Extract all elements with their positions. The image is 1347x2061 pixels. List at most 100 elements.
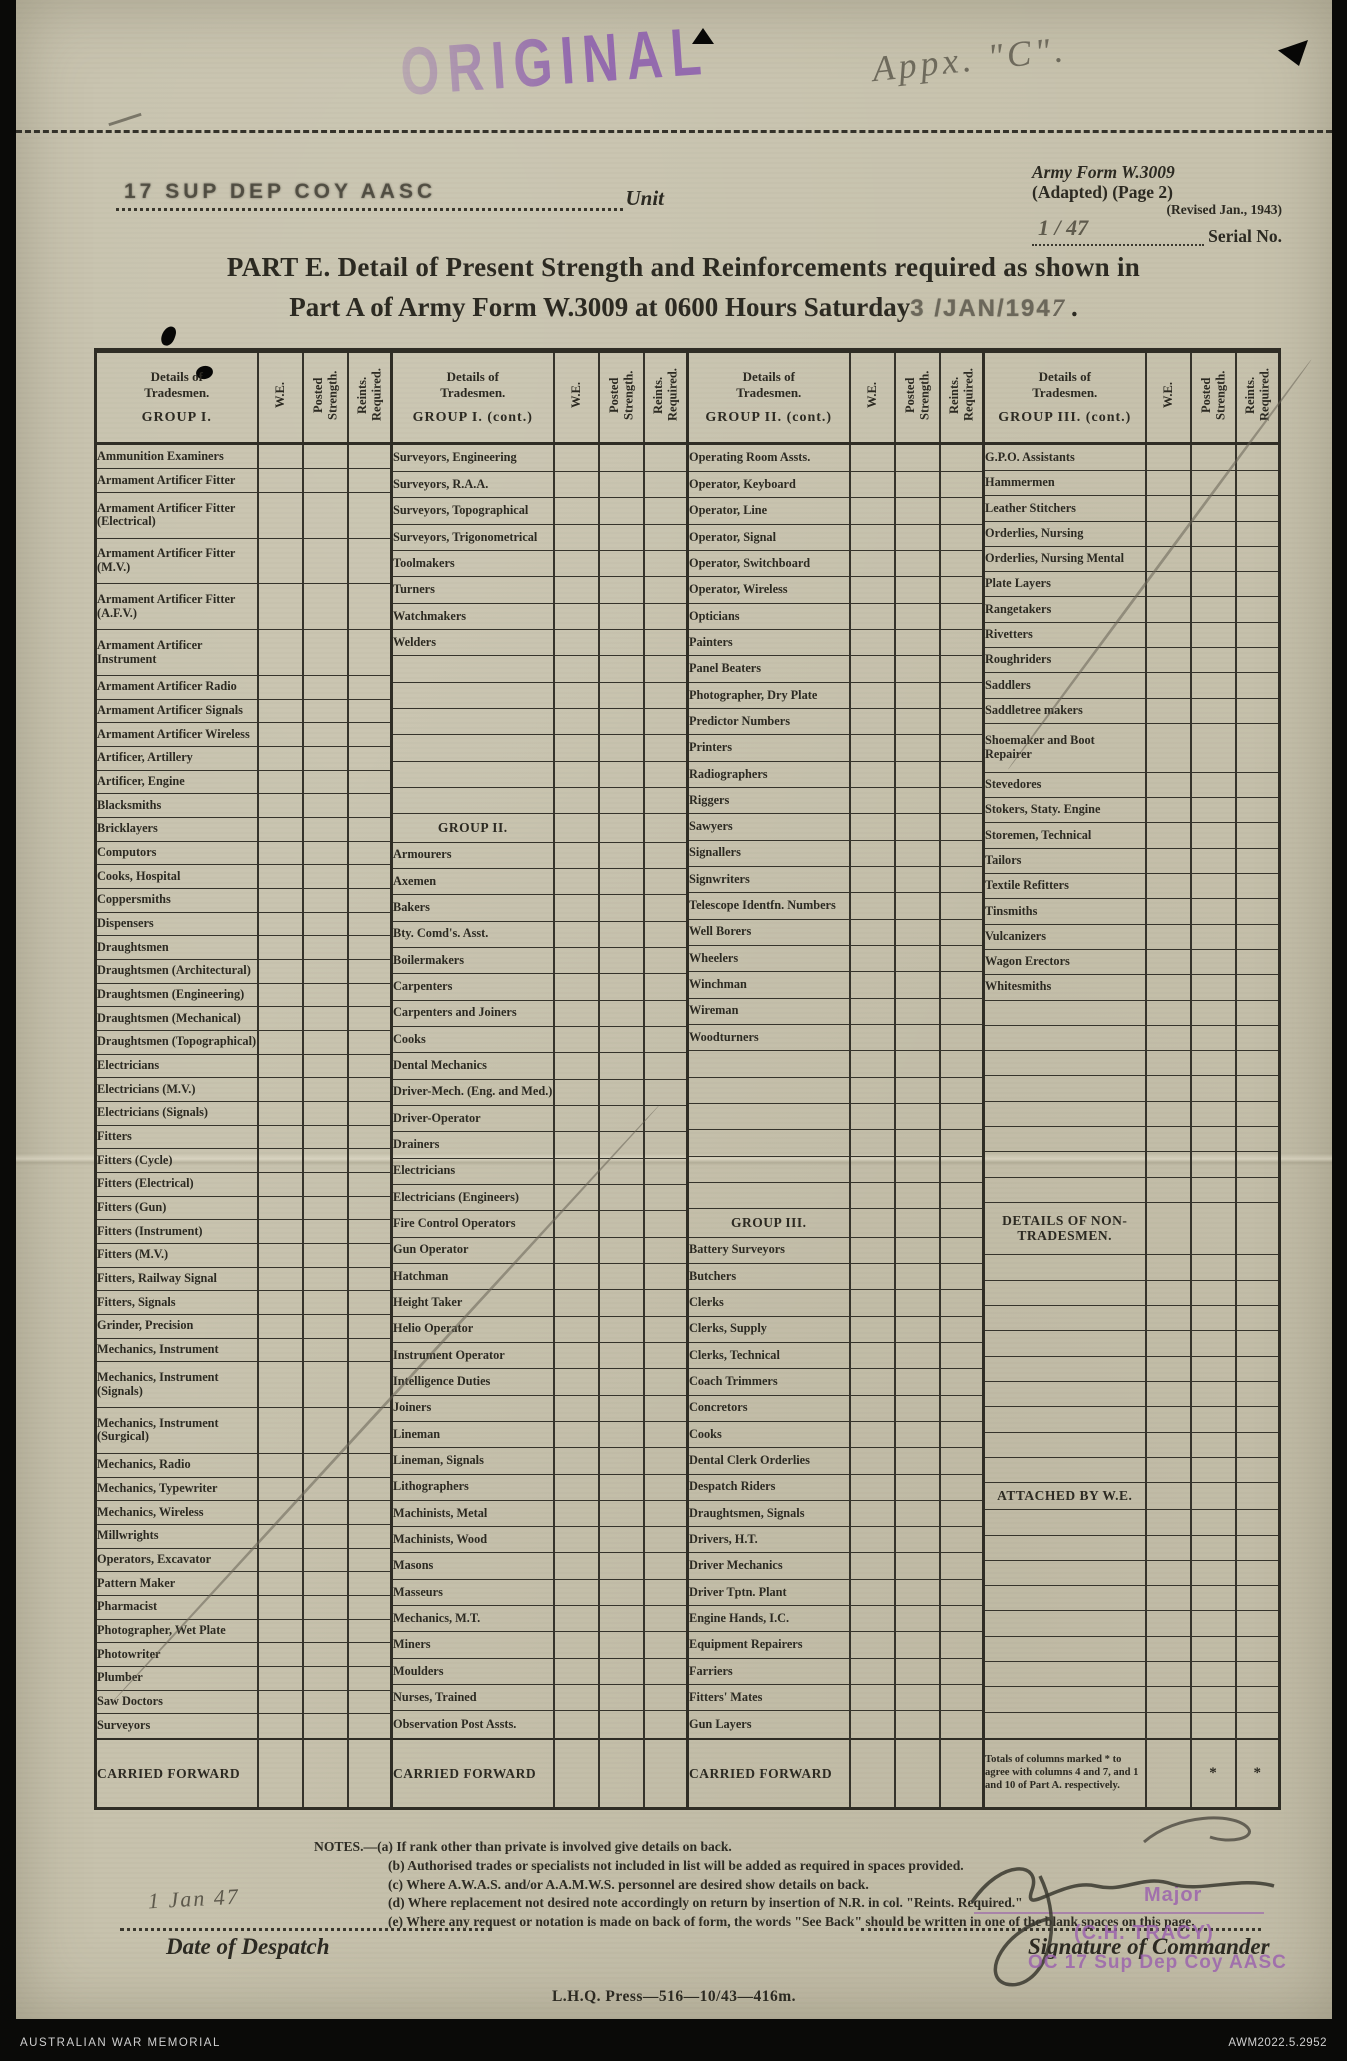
table-row: Cooks [686,1420,985,1449]
value-cell [642,1210,689,1238]
value-cell [346,745,393,771]
table-row: Orderlies, Nursing [982,520,1281,547]
value-cell [893,1236,941,1264]
table-row: Mechanics, Wireless [94,1500,393,1525]
value-cell [642,471,689,499]
value-cell [597,1341,645,1370]
trade-label: Butchers [686,1262,851,1291]
value-cell [1144,1330,1192,1357]
table-row: Miners [390,1631,689,1659]
value-cell [938,1050,985,1078]
carried-forward-label: CARRIED FORWARD [686,1737,851,1809]
value-cell [938,523,985,552]
table-row: Coppersmiths [94,887,393,913]
value-cell [642,1131,689,1159]
trade-label: Operator, Signal [686,523,851,552]
table-row: Helio Operator [390,1315,689,1343]
value-cell [893,1710,941,1739]
value-cell [1189,1661,1237,1688]
trade-label [390,760,555,789]
trade-label: Storemen, Technical [982,822,1147,849]
trade-label: Bty. Comd's. Asst. [390,920,555,948]
value-cell [346,1594,393,1620]
value-cell [642,442,689,473]
table-row: Draughtsmen (Mechanical) [94,1006,393,1031]
table-row: Fitters, Signals [94,1290,393,1316]
trade-label: Lineman [390,1420,555,1449]
carried-forward-label: CARRIED FORWARD [94,1737,259,1809]
table-row: Printers [686,734,985,762]
value-cell [848,1420,896,1449]
value-cell [1189,1125,1237,1153]
table-row: Draughtsmen, Signals [686,1499,985,1528]
value-cell [938,760,985,789]
value-cell [597,1315,645,1343]
value-cell [893,655,941,683]
trade-label: Lithographers [390,1473,555,1501]
trade-label: Textile Refitters [982,873,1147,900]
value-cell [1234,1686,1281,1713]
value-cell [1144,1509,1192,1536]
details-header-cell: Details of Tradesmen. GROUP I. [94,350,259,445]
value-cell [346,629,393,676]
value-cell [938,839,985,868]
value-cell [552,1368,600,1396]
value-cell [1144,1279,1192,1307]
value-cell [346,1171,393,1197]
trade-label: Cooks [686,1420,851,1449]
trade-label: Photographer, Wet Plate [94,1618,259,1644]
value-cell [848,1315,896,1343]
value-cell [893,971,941,999]
value-cell [597,1499,645,1528]
value-cell [256,840,304,866]
table-row: Electricians (Signals) [94,1100,393,1126]
value-cell [256,491,304,539]
table-row: Mechanics, Radio [94,1452,393,1478]
trade-label: Mechanics, Radio [94,1452,259,1478]
value-cell [1189,1406,1237,1433]
table-row: Toolmakers [390,550,689,578]
value-cell [301,864,349,889]
value-cell [642,523,689,552]
value-cell [1189,1330,1237,1357]
value-cell [552,787,600,815]
value-cell [301,982,349,1008]
blank-row [982,1125,1281,1153]
blank-row [982,1610,1281,1637]
value-cell [552,1552,600,1580]
trade-label [982,1380,1147,1408]
value-cell [642,867,689,896]
value-cell [893,523,941,552]
trade-label: Armament Artificer Radio [94,674,259,700]
value-cell [642,760,689,789]
value-cell [938,471,985,499]
value-cell [1144,771,1192,799]
value-cell [642,1684,689,1712]
table-row: Pharmacist [94,1594,393,1620]
value-cell [893,997,941,1026]
trade-label: Masseurs [390,1578,555,1607]
value-cell [346,1642,393,1667]
trade-label: Intelligence Duties [390,1368,555,1396]
totals-row: Totals of columns marked * to agree with… [982,1737,1281,1809]
table-row: Armament Artificer Radio [94,674,393,700]
value-cell [848,708,896,736]
value-cell [1189,797,1237,824]
value-cell [346,1219,393,1244]
table-row: Operators, Excavator [94,1547,393,1573]
value-cell [597,523,645,552]
value-cell [1189,1201,1237,1256]
table-row: Surveyors, Topographical [390,497,689,525]
value-cell [1189,1559,1237,1587]
table-row: Machinists, Wood [390,1526,689,1554]
value-cell [1144,697,1192,724]
value-cell [597,1737,645,1809]
value-cell [346,1077,393,1102]
trade-label: Stevedores [982,771,1147,799]
value-cell [1234,1456,1281,1484]
trade-label: Surveyors, R.A.A. [390,471,555,499]
value-cell [256,1243,304,1268]
trade-label: Operating Room Assts. [686,442,851,473]
table-row: Intelligence Duties [390,1368,689,1396]
